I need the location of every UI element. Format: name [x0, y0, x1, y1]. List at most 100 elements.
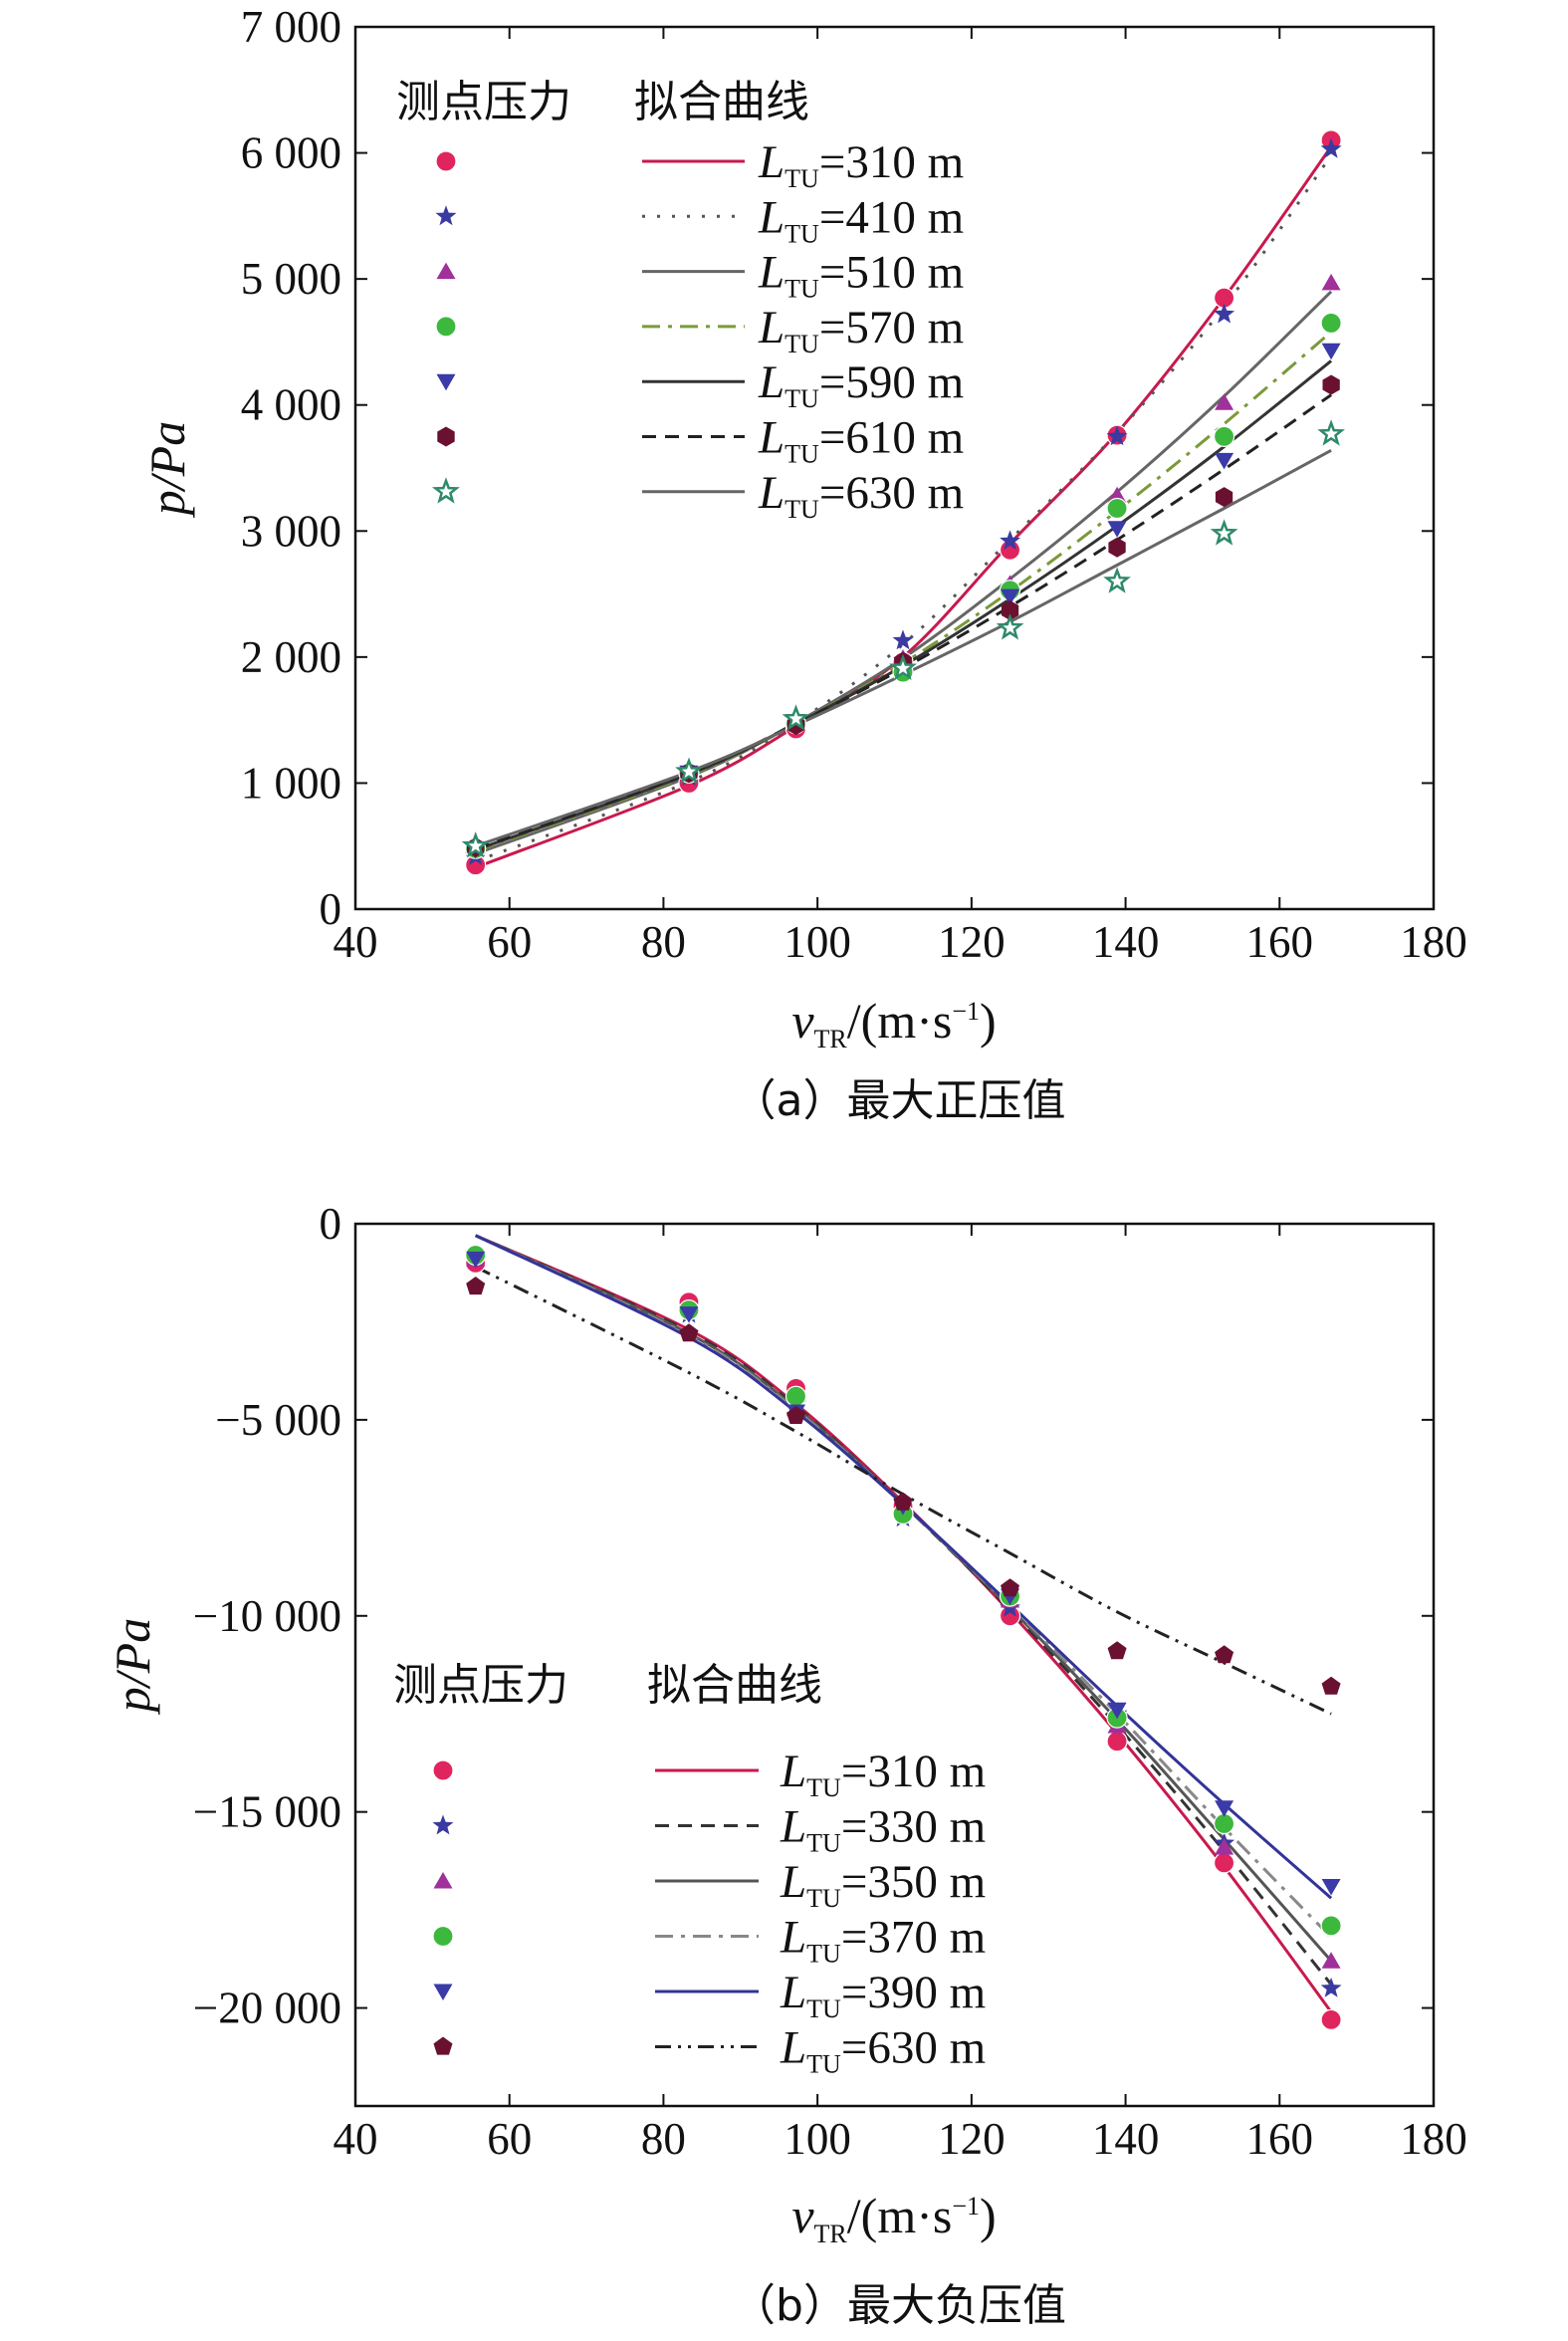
legend-label: LTU=610 m — [758, 412, 964, 469]
data-point — [1321, 1879, 1341, 1896]
data-point — [1214, 303, 1235, 324]
data-point — [466, 1251, 486, 1269]
x-tick-label: 100 — [784, 2114, 851, 2164]
legend-label-var: L — [758, 247, 784, 299]
legend-marker — [432, 1759, 454, 1781]
legend-label-sub: TU — [806, 1884, 841, 1913]
data-point — [892, 629, 914, 650]
plot-frame — [353, 25, 1436, 911]
legend-label-var: L — [758, 356, 784, 408]
legend-label-sub: TU — [784, 219, 819, 248]
x-tick-label: 140 — [1092, 2114, 1160, 2164]
legend-label-sub: TU — [784, 275, 819, 304]
y-tick-label: 0 — [320, 884, 342, 934]
legend-label-sub: TU — [784, 164, 819, 193]
x-tick-label: 120 — [938, 917, 1006, 967]
data-point — [1213, 1852, 1235, 1874]
data-point — [1107, 1641, 1127, 1660]
data-point — [1000, 530, 1020, 551]
legend-header-points: 测点压力 — [396, 77, 571, 127]
fit-curve — [475, 1265, 1332, 1716]
data-point — [1215, 1838, 1234, 1855]
legend-marker — [432, 1925, 454, 1948]
x-tick-label: 40 — [334, 2114, 378, 2164]
y-tick-label: 2 000 — [241, 632, 341, 682]
legend-marker — [435, 150, 457, 172]
legend-marker — [435, 205, 457, 226]
x-axis-label-var: v — [791, 993, 814, 1049]
legend-header-curves: 拟合曲线 — [634, 77, 809, 127]
data-point — [889, 653, 917, 680]
legend-label-var: L — [780, 1746, 806, 1797]
legend-label-sub: TU — [806, 2050, 841, 2079]
x-tick-label: 60 — [487, 2114, 532, 2164]
legend-label-value: =310 m — [841, 1746, 986, 1797]
fit-curve — [475, 1234, 1333, 1900]
x-tick-label: 60 — [487, 917, 532, 967]
legend-label-sub: TU — [784, 384, 819, 413]
data-point — [679, 1306, 699, 1323]
y-tick-label: 1 000 — [241, 758, 341, 808]
chart-panel-a: 40 60 80 100 120 140 160 180 0 1 000 2 000 3 000 4 0… — [139, 2, 1467, 1126]
y-tick-label: −20 000 — [193, 1984, 341, 2033]
data-point — [1108, 537, 1126, 558]
x-axis-label-var: v — [791, 2188, 814, 2243]
data-point — [1322, 374, 1340, 395]
chart-panel-b: 40 60 80 100 120 140 160 180 0 −5 000 −10 000 −15 0… — [105, 1199, 1467, 2331]
x-tick-label: 160 — [1246, 2114, 1314, 2164]
measured-points — [465, 1244, 1342, 2030]
legend-marker — [433, 1872, 453, 1889]
legend-marker — [433, 2036, 453, 2055]
figure-caption: （b）最大负压值 — [732, 2280, 1066, 2331]
data-point — [1317, 419, 1345, 446]
figure-caption: （a）最大正压值 — [733, 1075, 1066, 1126]
legend-label-var: L — [780, 1801, 806, 1853]
data-point — [1321, 343, 1341, 360]
x-axis-label: vTR/(m·s−1) — [791, 2188, 996, 2248]
legend-label-value: =310 m — [819, 136, 964, 188]
x-tick-label: 160 — [1246, 917, 1314, 967]
x-axis-label-unit: /(m·s — [847, 2188, 953, 2243]
legend-label: LTU=390 m — [780, 1967, 986, 2023]
data-point — [1001, 1578, 1019, 1597]
legend-label: LTU=590 m — [758, 356, 964, 413]
x-axis-label-sup: −1 — [952, 997, 980, 1026]
data-point — [1321, 273, 1341, 291]
legend-label-var: L — [780, 1967, 806, 2018]
data-point — [1215, 1800, 1234, 1817]
data-point — [996, 613, 1024, 640]
data-point — [1320, 1977, 1342, 1997]
y-tick-label: 3 000 — [241, 506, 341, 556]
x-tick-label: 120 — [938, 2114, 1006, 2164]
legend-label-value: =370 m — [841, 1912, 986, 1964]
legend-label-sub: TU — [806, 1829, 841, 1858]
legend-label: LTU=630 m — [780, 2022, 986, 2079]
data-point — [675, 757, 703, 784]
legend-label-var: L — [758, 136, 784, 188]
data-point — [784, 1385, 807, 1407]
legend-label: LTU=570 m — [758, 302, 964, 358]
data-point — [1320, 1915, 1342, 1937]
y-tick-label: 4 000 — [241, 380, 341, 430]
legend-label-sub: TU — [806, 1773, 841, 1802]
legend-label: LTU=330 m — [780, 1801, 986, 1858]
x-axis-label: vTR/(m·s−1) — [791, 993, 996, 1053]
legend-label-var: L — [758, 412, 784, 464]
legend-label-value: =630 m — [819, 467, 964, 519]
legend-label-value: =330 m — [841, 1801, 986, 1853]
data-point — [1320, 2008, 1342, 2030]
legend-label: LTU=410 m — [758, 191, 964, 248]
legend-label-var: L — [758, 191, 784, 243]
legend-label-var: L — [780, 1856, 806, 1908]
legend-marker — [432, 1814, 454, 1835]
data-point — [1321, 1676, 1341, 1695]
legend-label: LTU=630 m — [758, 467, 964, 524]
legend-label-value: =570 m — [819, 302, 964, 353]
legend-marker — [435, 316, 457, 338]
x-axis-label-sub: TR — [814, 1025, 848, 1053]
data-point — [1103, 567, 1131, 593]
x-axis-label-close: ) — [980, 993, 997, 1049]
x-tick-label: 40 — [334, 917, 378, 967]
